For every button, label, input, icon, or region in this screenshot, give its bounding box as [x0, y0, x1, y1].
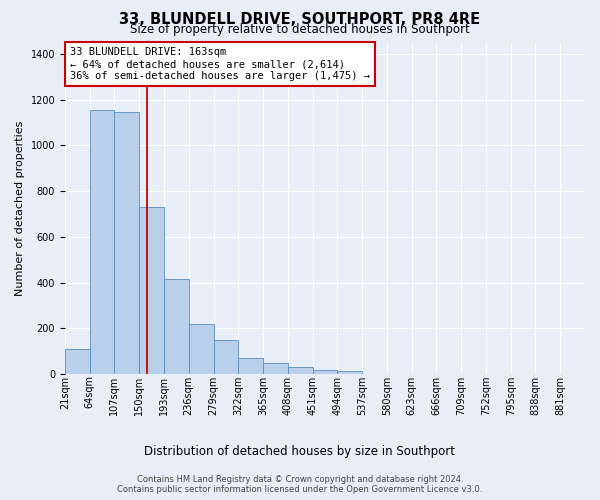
Bar — [65, 350, 89, 374]
Bar — [189, 324, 214, 374]
Text: 33, BLUNDELL DRIVE, SOUTHPORT, PR8 4RE: 33, BLUNDELL DRIVE, SOUTHPORT, PR8 4RE — [119, 12, 481, 28]
Bar — [139, 207, 164, 374]
Bar — [164, 278, 189, 374]
Bar — [263, 363, 288, 374]
Bar — [238, 358, 263, 374]
Text: 33 BLUNDELL DRIVE: 163sqm
← 64% of detached houses are smaller (2,614)
36% of se: 33 BLUNDELL DRIVE: 163sqm ← 64% of detac… — [70, 48, 370, 80]
Bar — [89, 110, 115, 374]
Bar — [313, 370, 337, 374]
Bar — [214, 340, 238, 374]
Bar — [337, 370, 362, 374]
Text: Contains HM Land Registry data © Crown copyright and database right 2024.
Contai: Contains HM Land Registry data © Crown c… — [118, 474, 482, 494]
Y-axis label: Number of detached properties: Number of detached properties — [15, 120, 25, 296]
Bar — [115, 112, 139, 374]
Text: Size of property relative to detached houses in Southport: Size of property relative to detached ho… — [130, 22, 470, 36]
Bar — [288, 367, 313, 374]
Text: Distribution of detached houses by size in Southport: Distribution of detached houses by size … — [145, 444, 455, 458]
